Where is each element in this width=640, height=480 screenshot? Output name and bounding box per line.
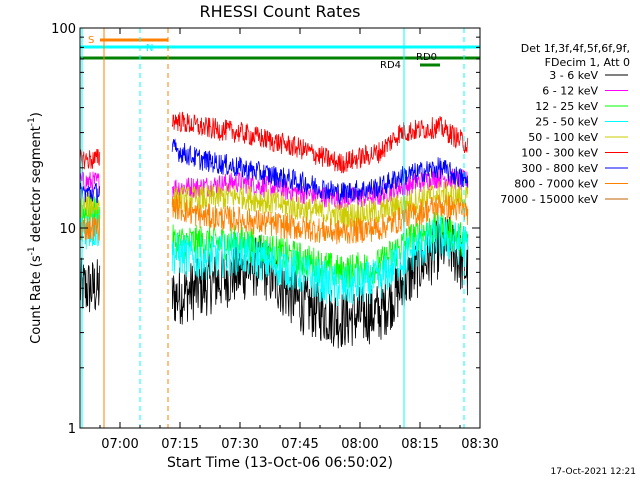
legend-entry-label: 50 - 100 keV — [528, 131, 598, 144]
plot-area: S N RD0 RD4 — [79, 28, 480, 428]
series-line — [79, 194, 469, 245]
legend-entry-label: 12 - 25 keV — [535, 100, 598, 113]
legend-entry-label: 800 - 7000 keV — [514, 178, 598, 191]
x-axis-label: Start Time (13-Oct-06 06:50:02) — [167, 455, 393, 471]
legend-entry-label: 3 - 6 keV — [549, 69, 598, 82]
legend-entry-label: 100 - 300 keV — [521, 147, 598, 160]
rd0-marker-label: RD0 — [416, 52, 437, 63]
legend-entry-label: 25 - 50 keV — [535, 116, 598, 129]
y-tick-label: 10 — [59, 222, 76, 237]
x-tick-label: 08:00 — [341, 437, 378, 452]
x-tick-label: 07:15 — [161, 437, 198, 452]
legend: Det 1f,3f,4f,5f,6f,9f,FDecim 1, Att 03 -… — [500, 42, 630, 206]
series-line — [79, 111, 469, 174]
series-line — [79, 138, 469, 205]
x-tick-label: 08:30 — [461, 437, 498, 452]
saa-marker-label: S — [88, 35, 94, 46]
y-tick-label: 1 — [68, 422, 76, 437]
y-axis-label: Count Rate (s-1 detector segment-1) — [27, 112, 44, 344]
x-tick-label: 08:15 — [401, 437, 438, 452]
axes: 07:00 07:15 07:30 07:45 08:00 08:15 08:30 1 10 10… — [51, 22, 499, 452]
x-tick-label: 07:30 — [221, 437, 258, 452]
x-tick-label: 07:00 — [101, 437, 138, 452]
legend-entry-label: 7000 - 15000 keV — [500, 193, 598, 206]
x-tick-label: 07:45 — [281, 437, 318, 452]
y-tick-label: 100 — [51, 22, 76, 37]
legend-entry-label: 6 - 12 keV — [542, 85, 598, 98]
series-line — [79, 181, 469, 229]
legend-header: FDecim 1, Att 0 — [545, 56, 630, 69]
footer-timestamp: 17-Oct-2021 12:21 — [551, 467, 636, 477]
rd4-marker-label: RD4 — [380, 60, 401, 71]
legend-header: Det 1f,3f,4f,5f,6f,9f, — [521, 42, 630, 55]
chart-title: RHESSI Count Rates — [200, 2, 361, 21]
legend-entry-label: 300 - 800 keV — [521, 162, 598, 175]
night-marker-label: N — [146, 43, 153, 54]
